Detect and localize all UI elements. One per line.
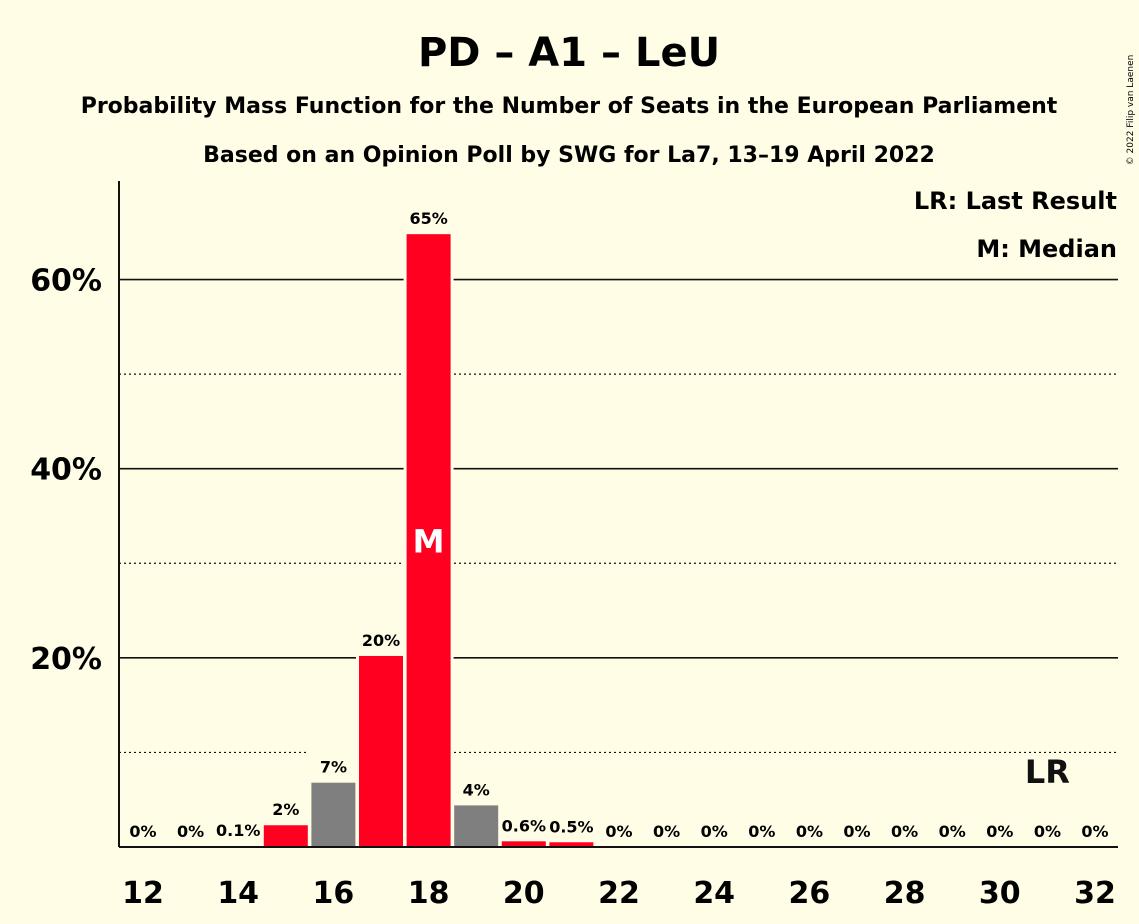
data-label: 0% [796,822,823,841]
x-tick-label: 12 [122,876,164,911]
data-label: 0% [605,822,632,841]
bar [501,841,546,847]
data-label: 0% [701,822,728,841]
bar [454,805,499,847]
data-label: 0% [843,822,870,841]
bar [549,842,594,847]
x-tick-label: 20 [503,876,545,911]
y-tick-label: 40% [30,453,102,488]
y-tick-label: 60% [30,264,102,299]
data-label: 0% [891,822,918,841]
x-tick-label: 22 [598,876,640,911]
data-label: 0% [1081,822,1108,841]
data-labels: 0% 0% 0.1% 2% 7% 20% 65% 4% 0.6% 0.5% 0% 0% 0% 0% 0% 0%… [129,209,1108,841]
bar-halo [498,796,549,847]
data-label: 7% [320,758,347,777]
grid-lines [119,278,1118,754]
data-label: 0% [653,822,680,841]
x-tick-label: 26 [789,876,831,911]
data-label: 0% [1034,822,1061,841]
last-result-marker: LR [1025,753,1070,791]
data-label: 0.1% [216,821,260,840]
x-tick-label: 16 [313,876,355,911]
legend-last-result: LR: Last Result [914,187,1117,215]
data-label: 0% [748,822,775,841]
bar [311,782,356,847]
bar-halo [546,797,597,847]
x-tick-label: 32 [1074,876,1116,911]
bar-halo [213,801,264,847]
x-tick-label: 14 [217,876,259,911]
bar [406,234,451,848]
bar [263,825,308,847]
axes [118,181,1118,848]
tick-labels: 20% 40% 60% 12 14 16 18 20 22 24 26 28 30 32 [30,264,1116,911]
bar [359,655,403,847]
chart-subtitle-2: Based on an Opinion Poll by SWG for La7,… [203,143,935,168]
y-tick-label: 20% [30,642,102,677]
data-label: 0% [939,822,966,841]
x-tick-label: 28 [884,876,926,911]
data-label: 0% [986,822,1013,841]
data-label: 0% [129,822,156,841]
data-label: 65% [409,209,447,228]
data-label: 2% [272,800,299,819]
chart-title: PD – A1 – LeU [418,30,720,76]
data-label: 0.6% [502,816,546,835]
data-label: 0.5% [549,817,593,836]
x-tick-label: 18 [408,876,450,911]
bars [213,189,597,848]
x-tick-label: 30 [979,876,1021,911]
data-label: 4% [463,780,490,799]
data-label: 20% [362,631,400,650]
legend-median: M: Median [976,235,1117,263]
x-tick-label: 24 [693,876,735,911]
chart-subtitle-1: Probability Mass Function for the Number… [81,94,1058,119]
median-marker: M [413,523,445,561]
data-label: 0% [177,822,204,841]
copyright-notice: © 2022 Filip van Laenen [1126,55,1136,166]
